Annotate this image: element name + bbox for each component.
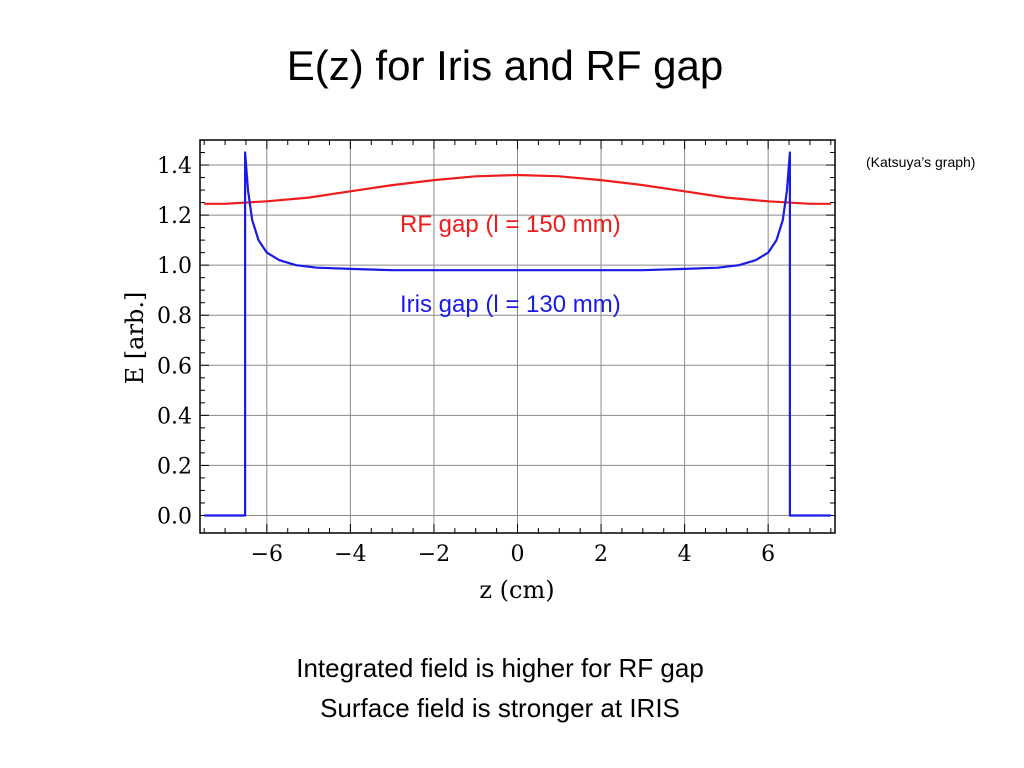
series-label-rf-gap: RF gap (l = 150 mm) xyxy=(400,211,621,238)
x-tick-label: −6 xyxy=(251,542,283,567)
series xyxy=(204,151,831,517)
caption-line-1: Integrated field is higher for RF gap xyxy=(296,653,704,683)
y-tick-label: 0.2 xyxy=(157,454,192,479)
series-line-iris-gap xyxy=(204,151,831,517)
y-tick-label: 1.0 xyxy=(157,254,192,279)
ticks: −6 −4 −2 0 2 4 6 0.0 0.2 0.4 0.6 0.8 1.0 1.2 1.4 xyxy=(157,140,835,567)
x-tick-label: 2 xyxy=(594,542,608,567)
y-tick-label: 0.0 xyxy=(157,504,192,529)
y-tick-label: 0.4 xyxy=(157,404,192,429)
slide-title: E(z) for Iris and RF gap xyxy=(286,42,724,89)
x-tick-label: 6 xyxy=(761,542,775,567)
y-axis-label: E [arb.] xyxy=(121,292,149,385)
series-line-rf-gap xyxy=(204,173,831,205)
x-tick-label: 0 xyxy=(511,542,525,567)
grid xyxy=(200,140,835,533)
x-tick-label: −4 xyxy=(334,542,366,567)
y-tick-label: 0.6 xyxy=(157,354,192,379)
y-tick-label: 0.8 xyxy=(157,304,192,329)
x-tick-label: 4 xyxy=(678,542,692,567)
y-tick-label: 1.4 xyxy=(157,154,192,179)
source-note: (Katsuya’s graph) xyxy=(866,154,976,170)
caption-line-2: Surface field is stronger at IRIS xyxy=(320,693,680,723)
x-axis-label: z (cm) xyxy=(479,576,554,604)
x-tick-label: −2 xyxy=(418,542,450,567)
series-label-iris-gap: Iris gap (l = 130 mm) xyxy=(400,291,621,318)
y-tick-label: 1.2 xyxy=(157,204,192,229)
